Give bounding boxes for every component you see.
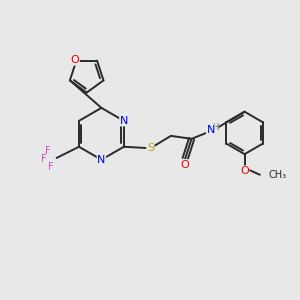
Text: F: F bbox=[44, 146, 50, 156]
Text: CH₃: CH₃ bbox=[269, 170, 287, 180]
Text: O: O bbox=[181, 160, 190, 170]
Text: O: O bbox=[240, 166, 249, 176]
Text: N: N bbox=[97, 155, 106, 165]
Text: H: H bbox=[212, 122, 218, 131]
Text: S: S bbox=[147, 143, 154, 153]
Text: F: F bbox=[49, 162, 54, 172]
Text: N: N bbox=[120, 116, 128, 126]
Text: N: N bbox=[206, 125, 215, 135]
Text: F: F bbox=[40, 154, 46, 164]
Text: O: O bbox=[70, 55, 79, 65]
